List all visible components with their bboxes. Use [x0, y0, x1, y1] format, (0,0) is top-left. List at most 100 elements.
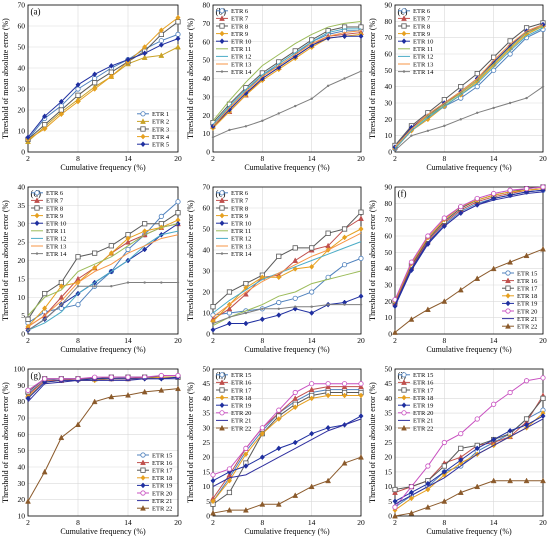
data-point	[507, 427, 513, 434]
data-point	[309, 289, 315, 295]
series-line	[212, 28, 361, 125]
data-point	[358, 209, 364, 215]
plot-frame	[394, 4, 544, 153]
data-point	[325, 477, 332, 484]
legend-marker	[219, 379, 225, 385]
series-etr-13	[27, 234, 179, 328]
series-line	[27, 33, 179, 140]
data-point	[75, 376, 81, 382]
data-point	[508, 101, 512, 105]
y-tick-label: 30	[203, 267, 211, 276]
y-tick-label: 20	[18, 256, 26, 265]
data-point	[309, 310, 315, 316]
data-point	[292, 257, 299, 263]
legend-entry: ETR 19	[517, 301, 537, 308]
panel-g: 10 20 30 40 50 60 70 80 90 100 2 8 14 20 Cumulative fr…	[1, 365, 182, 537]
data-point	[408, 316, 415, 322]
series-etr-12	[394, 27, 544, 150]
data-point	[226, 477, 232, 484]
data-point	[474, 195, 480, 202]
y-tick-label: 60	[203, 204, 211, 213]
legend-entry: ETR 5	[152, 142, 169, 149]
series-line	[212, 383, 361, 476]
data-point	[392, 489, 398, 495]
data-point	[226, 489, 233, 496]
data-point	[491, 436, 497, 443]
legend-entry: ETR 6	[46, 190, 64, 197]
x-tick-label: 20	[539, 336, 547, 345]
data-point	[226, 320, 232, 327]
data-point	[476, 111, 479, 115]
series-line	[27, 223, 179, 316]
series-etr-20	[25, 372, 181, 393]
y-tick-label: 20	[18, 106, 26, 115]
data-point	[259, 501, 266, 507]
data-point	[310, 97, 313, 100]
data-point	[276, 416, 282, 422]
data-point	[343, 77, 346, 80]
data-point	[92, 264, 98, 271]
data-point	[58, 283, 64, 290]
data-point	[244, 125, 248, 128]
data-point	[507, 477, 514, 484]
data-point	[541, 85, 545, 88]
legend-entry: ETR 17	[152, 468, 173, 475]
legend-entry: ETR 12	[46, 236, 66, 243]
legend-entry: ETR 7	[231, 198, 249, 205]
data-point	[25, 134, 31, 141]
plot-frame	[27, 186, 179, 335]
data-point	[310, 305, 313, 308]
legend-entry: ETR 18	[231, 395, 251, 402]
y-tick-label: 0	[388, 148, 392, 157]
legend-entry: ETR 6	[231, 8, 249, 15]
series-line	[394, 186, 544, 300]
legend-marker	[35, 252, 39, 255]
legend-marker	[34, 212, 40, 219]
series-line	[212, 26, 361, 123]
plot-frame	[394, 186, 544, 335]
data-point	[326, 303, 330, 306]
data-point	[175, 199, 181, 205]
data-point	[392, 329, 398, 335]
series-etr-8	[25, 210, 181, 322]
data-point	[491, 401, 497, 407]
y-tick-label: 20	[385, 297, 393, 306]
data-point	[226, 305, 233, 312]
y-tick-label: 25	[18, 238, 26, 247]
data-point	[341, 383, 348, 390]
data-point	[142, 246, 148, 253]
y-tick-label: 0	[388, 330, 392, 339]
data-point	[108, 250, 114, 257]
series-etr-22	[25, 385, 181, 504]
data-point	[277, 307, 280, 310]
series-line	[394, 27, 544, 150]
legend-marker	[219, 205, 225, 211]
data-point	[540, 375, 546, 381]
x-tick-label: 8	[260, 154, 264, 163]
series-line	[212, 386, 361, 499]
panel-label-bg	[29, 6, 43, 17]
data-point	[276, 253, 282, 259]
data-point	[175, 372, 181, 379]
data-point	[525, 96, 528, 100]
series-line	[394, 480, 543, 517]
legend-marker	[140, 141, 146, 148]
data-point	[393, 149, 397, 152]
series-line	[27, 21, 179, 140]
data-point	[42, 113, 48, 120]
y-tick-label: 10	[385, 482, 393, 491]
legend-entry: ETR 19	[413, 403, 433, 410]
data-point	[358, 255, 364, 261]
y-tick-label: 50	[203, 365, 211, 374]
legend-marker	[505, 323, 511, 329]
data-point	[226, 506, 233, 513]
y-tick-label: 5	[388, 497, 392, 506]
legend-entry: ETR 21	[517, 316, 537, 323]
data-point	[441, 463, 447, 469]
data-point	[309, 395, 315, 402]
data-point	[108, 73, 114, 80]
data-point	[92, 80, 98, 86]
legend-entry: ETR 17	[231, 387, 252, 394]
